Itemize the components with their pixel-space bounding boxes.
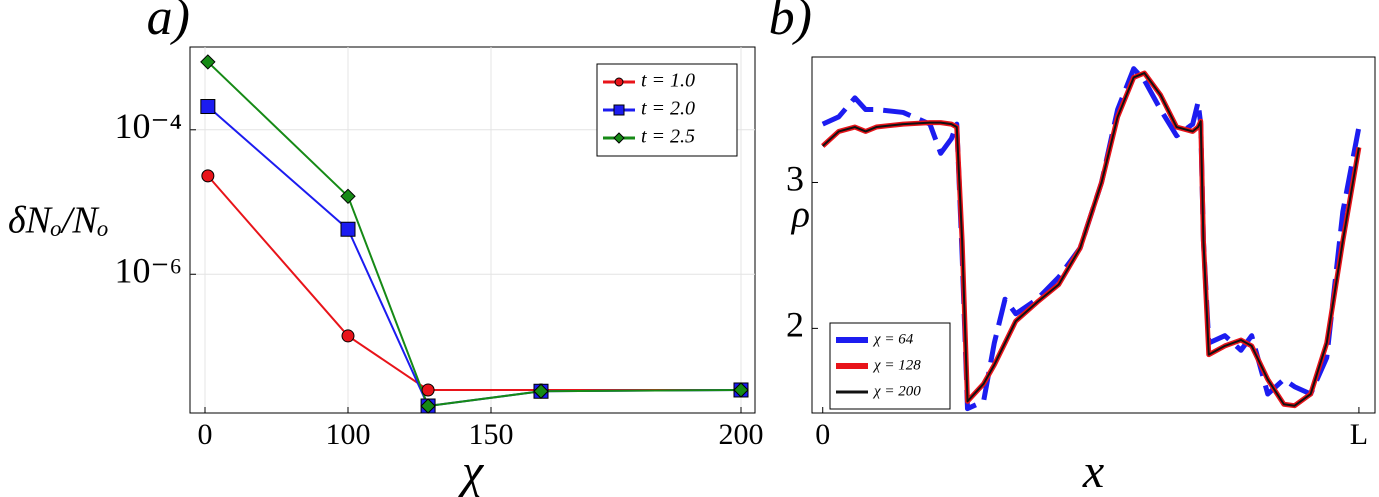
x-tick-label: 100 xyxy=(326,418,371,451)
y-tick-label: 10⁻⁴ xyxy=(114,106,182,146)
marker xyxy=(421,383,435,397)
legend-marker xyxy=(613,104,625,116)
y-tick-label: 10⁻⁶ xyxy=(114,251,182,291)
y-tick-label: 2 xyxy=(786,305,804,345)
marker xyxy=(341,329,355,343)
legend-label: χ = 64 xyxy=(872,331,914,347)
x-tick-label: 0 xyxy=(198,418,213,451)
legend-label: χ = 128 xyxy=(872,357,921,373)
series-line xyxy=(822,72,1360,407)
marker xyxy=(733,382,749,398)
x-axis-label: χ xyxy=(458,445,485,497)
marker xyxy=(200,54,216,70)
panel-label: a) xyxy=(147,0,190,46)
y-axis-label: δNₒ/Nₒ xyxy=(8,200,109,242)
panel-label: b) xyxy=(769,0,812,46)
marker xyxy=(201,169,215,183)
y-axis-label: ρ xyxy=(791,194,810,236)
legend-marker xyxy=(614,77,624,87)
x-tick-label: L xyxy=(1350,418,1368,451)
x-tick-label: 200 xyxy=(719,418,764,451)
x-axis-label: x xyxy=(1082,445,1104,497)
marker xyxy=(200,99,216,115)
x-tick-label: 0 xyxy=(815,418,830,451)
y-tick-label: 3 xyxy=(786,159,804,199)
marker xyxy=(340,221,356,237)
legend-label: t = 2.5 xyxy=(641,126,695,148)
x-tick-label: 150 xyxy=(469,418,514,451)
legend-label: t = 1.0 xyxy=(641,70,695,92)
legend-marker xyxy=(613,132,625,144)
marker xyxy=(420,398,436,414)
marker xyxy=(533,383,549,399)
legend-label: t = 2.0 xyxy=(641,98,695,120)
marker xyxy=(340,188,356,205)
legend-label: χ = 200 xyxy=(872,383,921,399)
